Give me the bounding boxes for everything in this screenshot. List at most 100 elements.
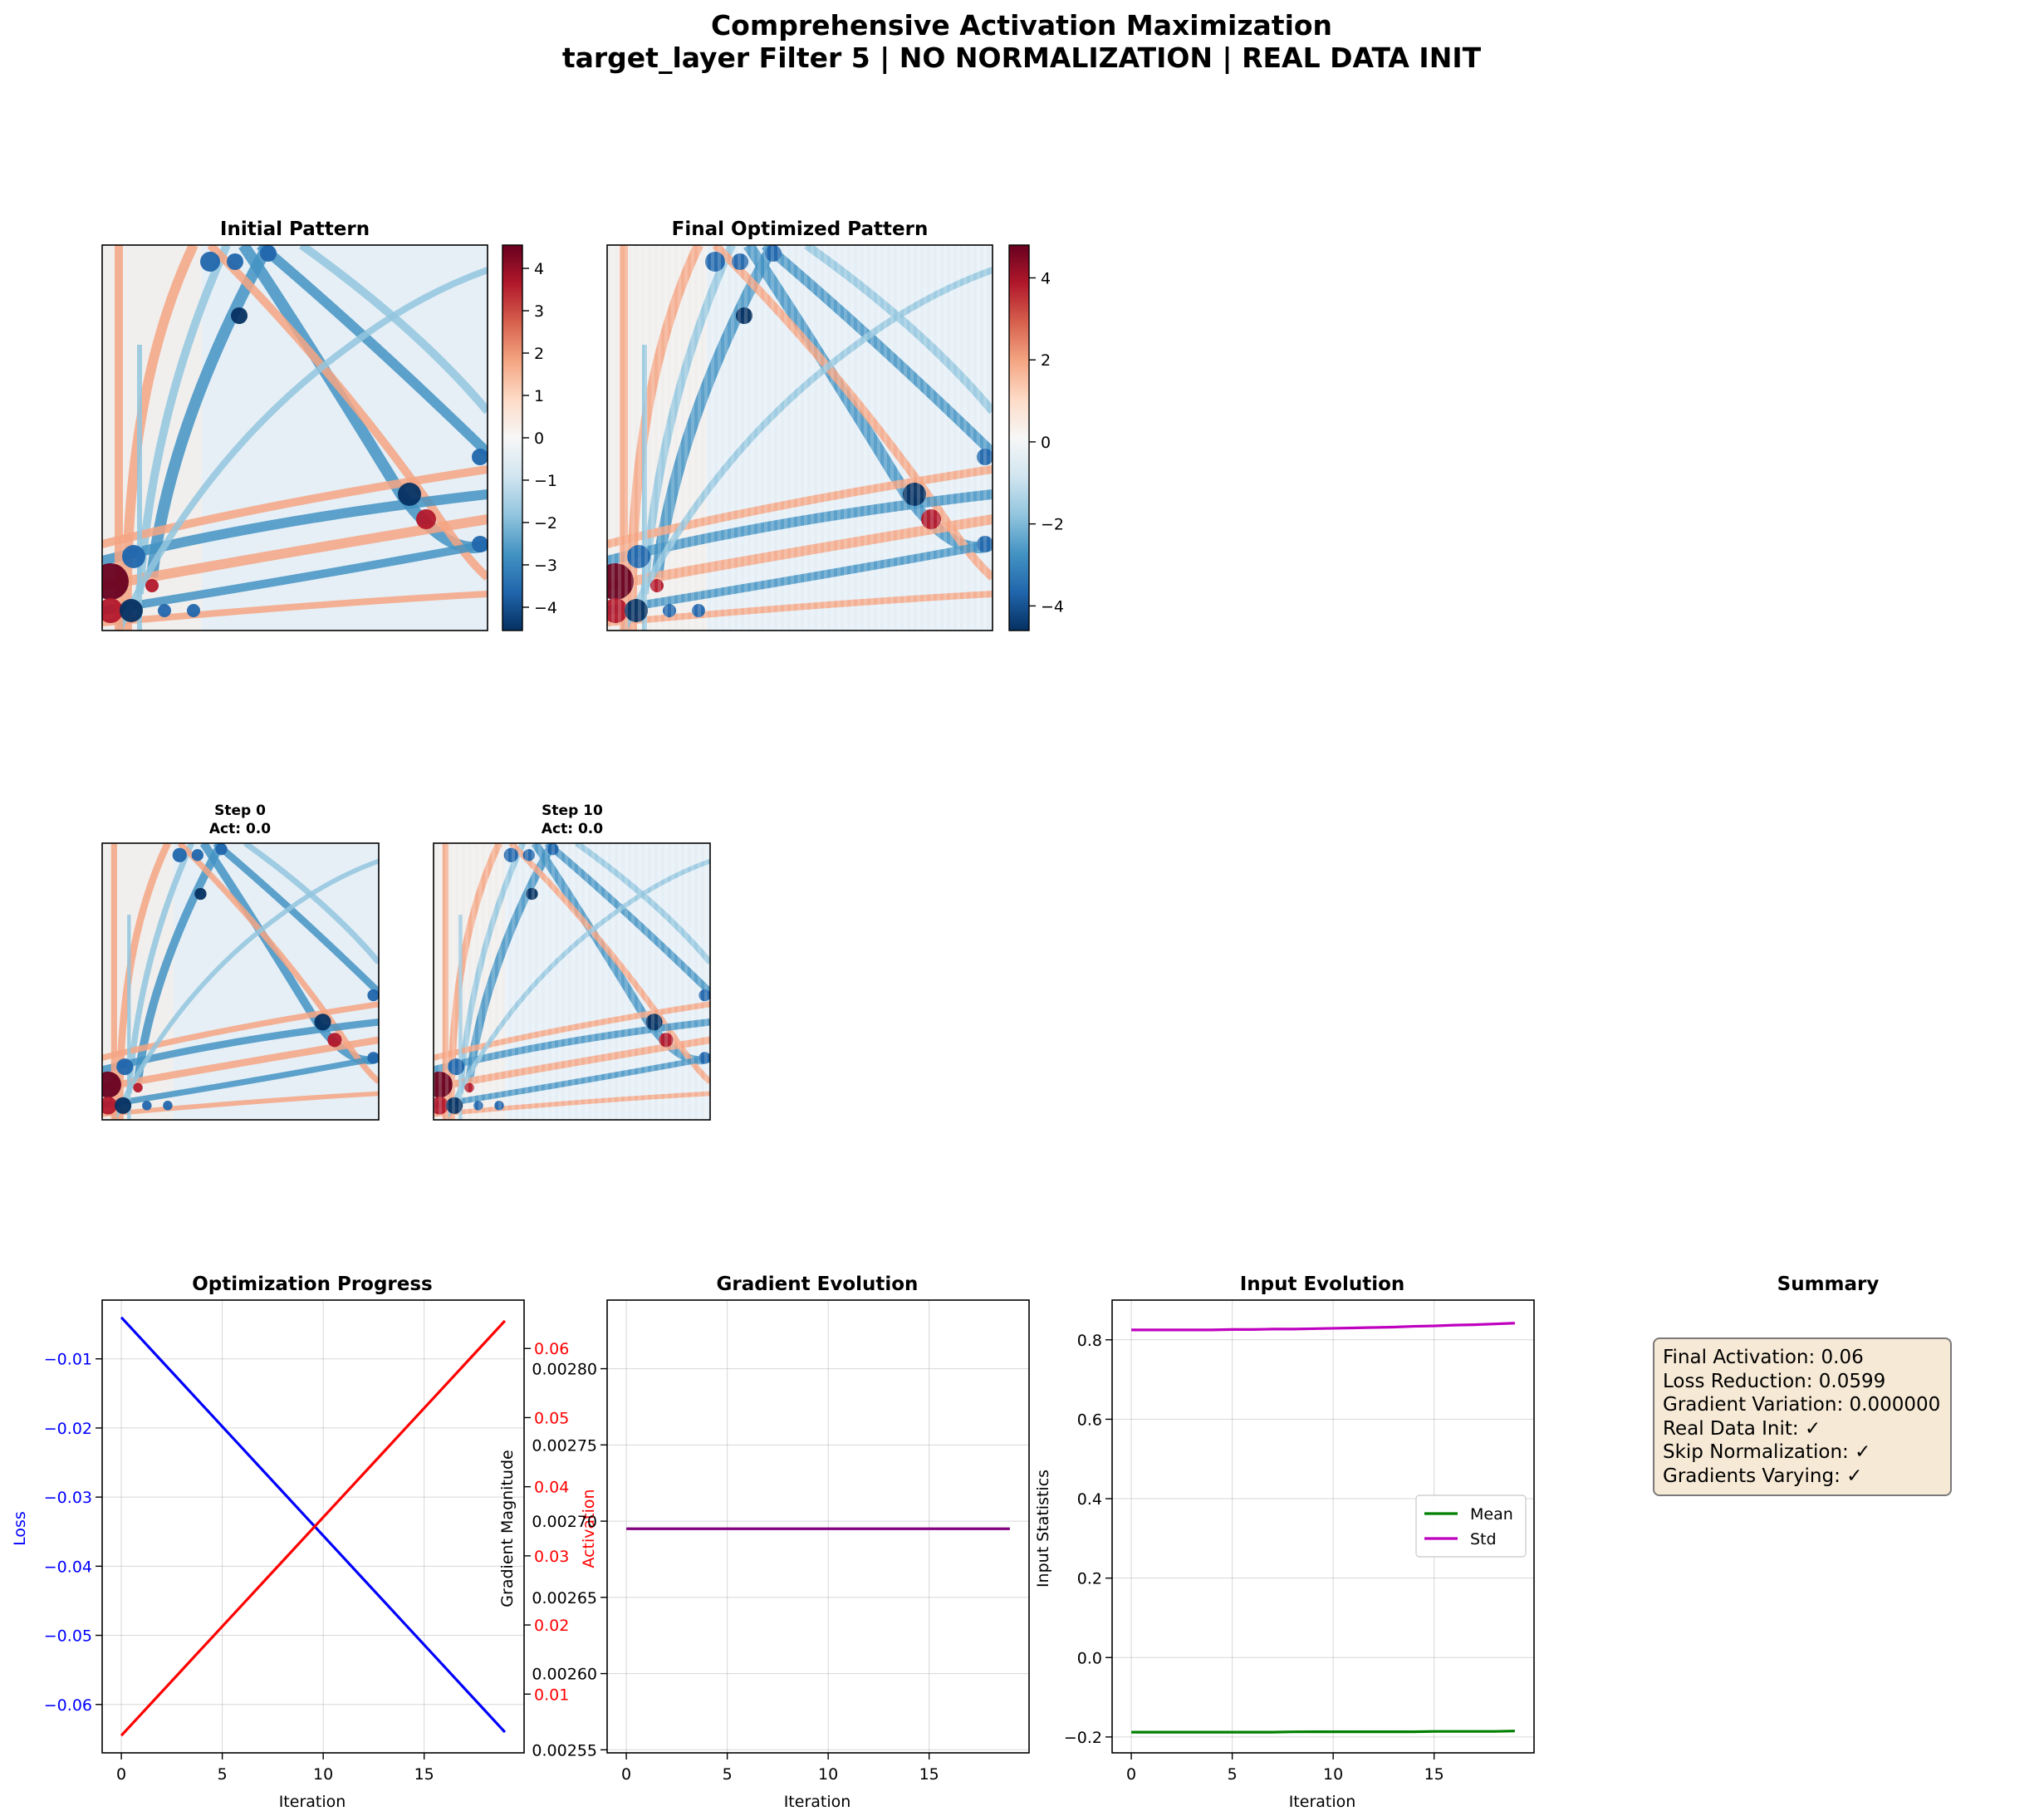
y-tick-label: 0.6 bbox=[1077, 1411, 1102, 1429]
y-tick-label: 0.0 bbox=[1077, 1649, 1102, 1667]
colorbar-tick-label: −1 bbox=[534, 472, 557, 490]
y-tick-label: 0.00275 bbox=[532, 1436, 597, 1455]
x-tick-label: 15 bbox=[919, 1765, 939, 1784]
figure-title-line1: Comprehensive Activation Maximization bbox=[711, 9, 1332, 42]
input-evolution-chart: Input Evolution Iteration Input Statisti… bbox=[1034, 1274, 1535, 1811]
summary-loss-reduction: Loss Reduction: 0.0599 bbox=[1663, 1370, 1886, 1392]
y-tick-label: −0.02 bbox=[44, 1420, 92, 1438]
optimization-progress-xlabel: Iteration bbox=[279, 1793, 346, 1811]
colorbar-tick-label: −3 bbox=[534, 557, 557, 575]
initial-pattern-title: Initial Pattern bbox=[220, 218, 370, 240]
colorbar-tick-label: 1 bbox=[534, 387, 544, 405]
x-tick-label: 0 bbox=[116, 1765, 126, 1784]
colorbar-tick-label: 4 bbox=[1041, 269, 1051, 287]
optimization-progress-chart: Optimization Progress Iteration Loss Act… bbox=[11, 1274, 598, 1811]
summary-gradients-varying: Gradients Varying: ✓ bbox=[1663, 1465, 1863, 1487]
gradient-evolution-xlabel: Iteration bbox=[784, 1793, 851, 1811]
activation-axis-label: Activation bbox=[580, 1489, 598, 1568]
x-tick-label: 0 bbox=[621, 1765, 631, 1784]
colorbar-tick-label: 0 bbox=[534, 429, 544, 448]
y-tick-label: 0.00270 bbox=[532, 1513, 597, 1531]
x-tick-label: 10 bbox=[313, 1765, 333, 1784]
x-tick-label: 0 bbox=[1126, 1765, 1136, 1784]
colorbar-tick-label: −4 bbox=[1041, 597, 1064, 616]
summary-final-activation: Final Activation: 0.06 bbox=[1663, 1347, 1864, 1368]
y-tick-label: 0.03 bbox=[534, 1548, 569, 1566]
plot-frame bbox=[606, 1299, 1030, 1754]
y-tick-label: −0.03 bbox=[44, 1489, 92, 1507]
final-pattern-panel: Final Optimized Pattern 4 2 0 −2 −4 bbox=[606, 218, 1064, 631]
y-tick-label: 0.05 bbox=[534, 1409, 569, 1427]
colorbar-tick-label: 2 bbox=[1041, 351, 1051, 370]
input-evolution-xlabel: Iteration bbox=[1289, 1793, 1356, 1811]
gradient-evolution-title: Gradient Evolution bbox=[717, 1274, 919, 1295]
x-tick-label: 10 bbox=[818, 1765, 838, 1784]
step0-activation: Act: 0.0 bbox=[209, 821, 271, 837]
colorbar-tick-label: 3 bbox=[534, 302, 544, 321]
final-pattern-image bbox=[607, 245, 993, 631]
initial-colorbar bbox=[502, 244, 523, 631]
y-tick-label: 0.01 bbox=[534, 1686, 569, 1704]
x-tick-label: 15 bbox=[414, 1765, 434, 1784]
colorbar-tick-label: 2 bbox=[534, 345, 544, 363]
step10-image bbox=[434, 843, 710, 1120]
x-tick-label: 15 bbox=[1424, 1765, 1444, 1784]
series-line-std bbox=[1131, 1322, 1515, 1332]
summary-gradient-variation: Gradient Variation: 0.000000 bbox=[1663, 1394, 1941, 1416]
colorbar-tick-label: −4 bbox=[534, 599, 557, 617]
final-pattern-title: Final Optimized Pattern bbox=[672, 218, 929, 240]
x-tick-label: 10 bbox=[1323, 1765, 1343, 1784]
step0-panel: Step 0 Act: 0.0 bbox=[101, 802, 380, 1121]
initial-pattern-image bbox=[102, 245, 488, 631]
optimization-progress-title: Optimization Progress bbox=[192, 1274, 433, 1295]
y-tick-label: 0.00255 bbox=[532, 1741, 597, 1759]
final-colorbar bbox=[1008, 244, 1030, 631]
legend-label-std: Std bbox=[1470, 1530, 1497, 1548]
y-tick-label: −0.2 bbox=[1064, 1729, 1102, 1747]
y-tick-label: 0.06 bbox=[534, 1340, 569, 1358]
y-tick-label: −0.05 bbox=[44, 1627, 92, 1646]
y-tick-label: −0.04 bbox=[44, 1558, 92, 1576]
gradient-evolution-chart: Gradient Evolution Iteration Gradient Ma… bbox=[498, 1274, 1030, 1811]
figure-title-line2: target_layer Filter 5 | NO NORMALIZATION… bbox=[562, 42, 1482, 74]
step10-panel: Step 10 Act: 0.0 bbox=[433, 802, 711, 1121]
colorbar-tick-label: 0 bbox=[1041, 434, 1051, 452]
loss-line bbox=[120, 1316, 507, 1734]
summary-real-data-init: Real Data Init: ✓ bbox=[1663, 1417, 1821, 1440]
y-tick-label: 0.04 bbox=[534, 1479, 569, 1497]
step10-title: Step 10 bbox=[542, 802, 603, 819]
y-tick-label: 0.02 bbox=[534, 1617, 569, 1635]
y-tick-label: 0.4 bbox=[1077, 1490, 1102, 1509]
x-tick-label: 5 bbox=[723, 1765, 733, 1784]
colorbar-tick-label: 4 bbox=[534, 260, 544, 278]
summary-skip-normalization: Skip Normalization: ✓ bbox=[1663, 1441, 1871, 1463]
x-tick-label: 5 bbox=[218, 1765, 228, 1784]
legend-frame bbox=[1415, 1494, 1527, 1558]
legend-label-mean: Mean bbox=[1470, 1505, 1513, 1524]
gradient-magnitude-axis-label: Gradient Magnitude bbox=[498, 1450, 517, 1607]
input-legend: Mean Std bbox=[1415, 1494, 1527, 1558]
initial-pattern-panel: Initial Pattern 4 3 2 1 0 −1 −2 −3 −4 bbox=[101, 218, 557, 631]
x-tick-label: 5 bbox=[1228, 1765, 1238, 1784]
activation-line bbox=[120, 1319, 507, 1737]
summary-box: Final Activation: 0.06 Loss Reduction: 0… bbox=[1653, 1337, 1953, 1496]
series-line-mean bbox=[1131, 1730, 1515, 1734]
step10-activation: Act: 0.0 bbox=[542, 821, 603, 837]
y-tick-label: 0.00260 bbox=[532, 1666, 597, 1684]
y-tick-label: −0.01 bbox=[44, 1351, 92, 1369]
summary-title: Summary bbox=[1777, 1274, 1880, 1295]
y-tick-label: −0.06 bbox=[44, 1696, 92, 1715]
y-tick-label: 0.2 bbox=[1077, 1570, 1102, 1588]
y-tick-label: 0.00265 bbox=[532, 1589, 597, 1607]
colorbar-tick-label: −2 bbox=[1041, 516, 1064, 534]
step0-image bbox=[102, 843, 379, 1120]
input-evolution-title: Input Evolution bbox=[1240, 1274, 1405, 1295]
y-tick-label: 0.00280 bbox=[532, 1361, 597, 1379]
input-statistics-axis-label: Input Statistics bbox=[1034, 1470, 1052, 1588]
step0-title: Step 0 bbox=[214, 802, 266, 819]
y-tick-label: 0.8 bbox=[1077, 1332, 1102, 1350]
colorbar-tick-label: −2 bbox=[534, 514, 557, 533]
loss-axis-label: Loss bbox=[11, 1511, 29, 1546]
plot-frame bbox=[101, 1299, 525, 1754]
